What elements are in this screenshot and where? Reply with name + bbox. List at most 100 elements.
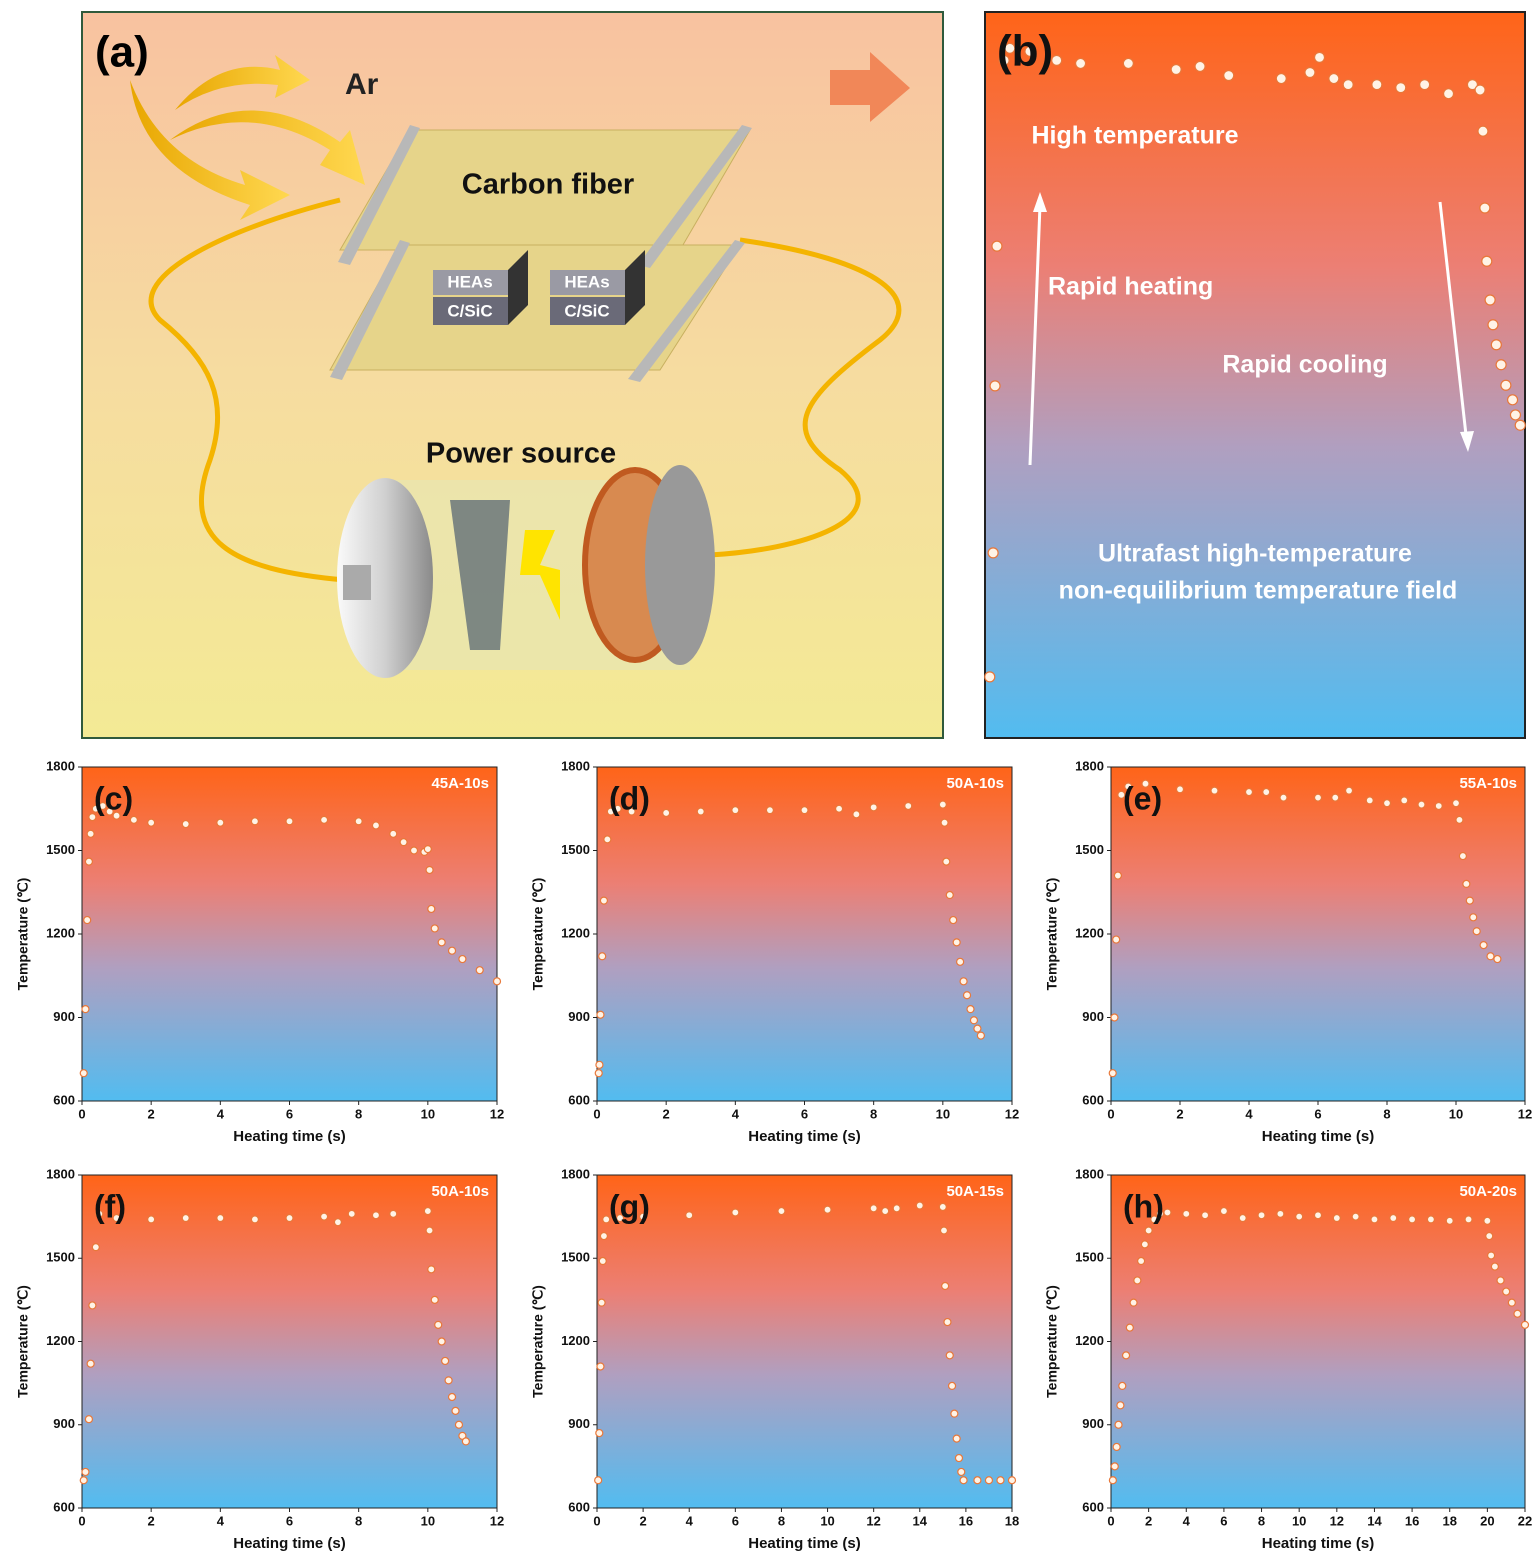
data-point [147, 1215, 156, 1224]
data-point [1434, 801, 1443, 811]
data-point [1175, 785, 1185, 794]
panel-label: (f) [94, 1188, 126, 1224]
data-point [1332, 1213, 1341, 1223]
gas-arrow [130, 80, 290, 220]
data-point [1129, 1298, 1138, 1307]
data-point [216, 1213, 225, 1223]
y-tick-label: 900 [568, 1416, 590, 1431]
gas-arrow [175, 55, 310, 110]
data-point [88, 812, 97, 822]
data-point [606, 807, 615, 816]
x-tick-label: 6 [286, 1513, 293, 1528]
data-point [430, 924, 439, 933]
data-point [1244, 787, 1254, 797]
data-point [945, 890, 954, 900]
y-tick-label: 1200 [1075, 925, 1104, 940]
data-point [319, 1212, 329, 1221]
data-point [696, 807, 705, 816]
data-point [1490, 339, 1502, 351]
data-point [915, 1201, 924, 1210]
electrode-bar [638, 125, 752, 268]
y-tick-label: 600 [1082, 1092, 1104, 1107]
data-point [1110, 1462, 1119, 1471]
data-point [333, 1218, 343, 1227]
sample-label: C/SiC [447, 301, 492, 320]
y-tick-label: 600 [1082, 1499, 1104, 1514]
data-point [598, 952, 607, 961]
data-point [1496, 1276, 1505, 1285]
data-point [1112, 935, 1121, 944]
annotation: 50A-10s [946, 775, 1004, 792]
data-point [409, 846, 419, 855]
y-axis-title: Temperature (℃) [15, 1285, 31, 1398]
electrode-bar [330, 240, 410, 380]
panel-label: (h) [1123, 1188, 1164, 1224]
data-point [1365, 796, 1374, 805]
sample [550, 270, 625, 295]
data-point [823, 1205, 832, 1214]
data-point [1024, 45, 1036, 57]
y-tick-label: 900 [1082, 1009, 1104, 1024]
y-tick-label: 1200 [561, 925, 590, 940]
data-point [940, 818, 949, 827]
x-tick-label: 4 [217, 1513, 225, 1528]
data-point [1117, 790, 1126, 799]
data-point [1304, 66, 1316, 79]
data-point [1313, 1211, 1323, 1220]
sample-label: HEAs [447, 272, 492, 291]
data-point [1137, 1256, 1146, 1266]
x-tick-label: 2 [148, 1513, 155, 1528]
data-point [434, 1320, 443, 1329]
data-point [250, 1215, 260, 1224]
data-point [892, 1204, 901, 1213]
x-tick-label: 6 [732, 1513, 739, 1528]
data-point [949, 915, 958, 925]
data-point [1108, 1476, 1117, 1485]
data-point [84, 1415, 94, 1424]
data-point [389, 1209, 398, 1218]
data-point [437, 1337, 446, 1346]
x-tick-label: 14 [913, 1513, 928, 1528]
data-point [996, 1476, 1005, 1485]
y-tick-label: 900 [53, 1416, 75, 1431]
data-point [834, 804, 844, 813]
data-point [371, 1211, 381, 1220]
data-point [1223, 69, 1235, 82]
annotation: 50A-10s [431, 1183, 489, 1200]
x-tick-label: 0 [1107, 1106, 1114, 1121]
data-point [181, 819, 190, 829]
x-tick-label: 6 [801, 1106, 808, 1121]
data-point [777, 1206, 786, 1216]
data-point [250, 817, 260, 826]
chart-panel: 600 900 1200 1500 1800 0 2 4 6 8 10 12 Heating time … [15, 1166, 505, 1552]
data-point [423, 845, 432, 854]
data-point [91, 1243, 100, 1252]
arrow-head [1033, 192, 1047, 212]
data-point [1200, 1211, 1210, 1220]
data-point [399, 838, 408, 847]
terminal [343, 565, 371, 600]
y-axis-title: Temperature (℃) [530, 1285, 546, 1398]
x-tick-label: 12 [1005, 1106, 1019, 1121]
x-tick-label: 10 [421, 1106, 435, 1121]
data-point [454, 1420, 464, 1429]
data-point [1490, 1262, 1499, 1271]
data-point [347, 1209, 356, 1218]
x-tick-label: 10 [421, 1513, 435, 1528]
x-tick-label: 2 [1176, 1106, 1183, 1121]
data-point [969, 1016, 979, 1025]
data-point [615, 1213, 625, 1223]
data-point [1328, 72, 1340, 85]
data-point [904, 801, 913, 811]
data-point [1407, 1215, 1417, 1224]
x-tick-label: 8 [355, 1106, 362, 1121]
data-point [1455, 815, 1464, 824]
gas-label: Ar [345, 68, 379, 101]
sample [550, 297, 625, 325]
data-point [952, 938, 961, 947]
data-point [458, 954, 467, 964]
sample-label: HEAs [564, 272, 609, 291]
data-point [1163, 1208, 1172, 1217]
annotation: Rapid heating [1048, 273, 1213, 301]
